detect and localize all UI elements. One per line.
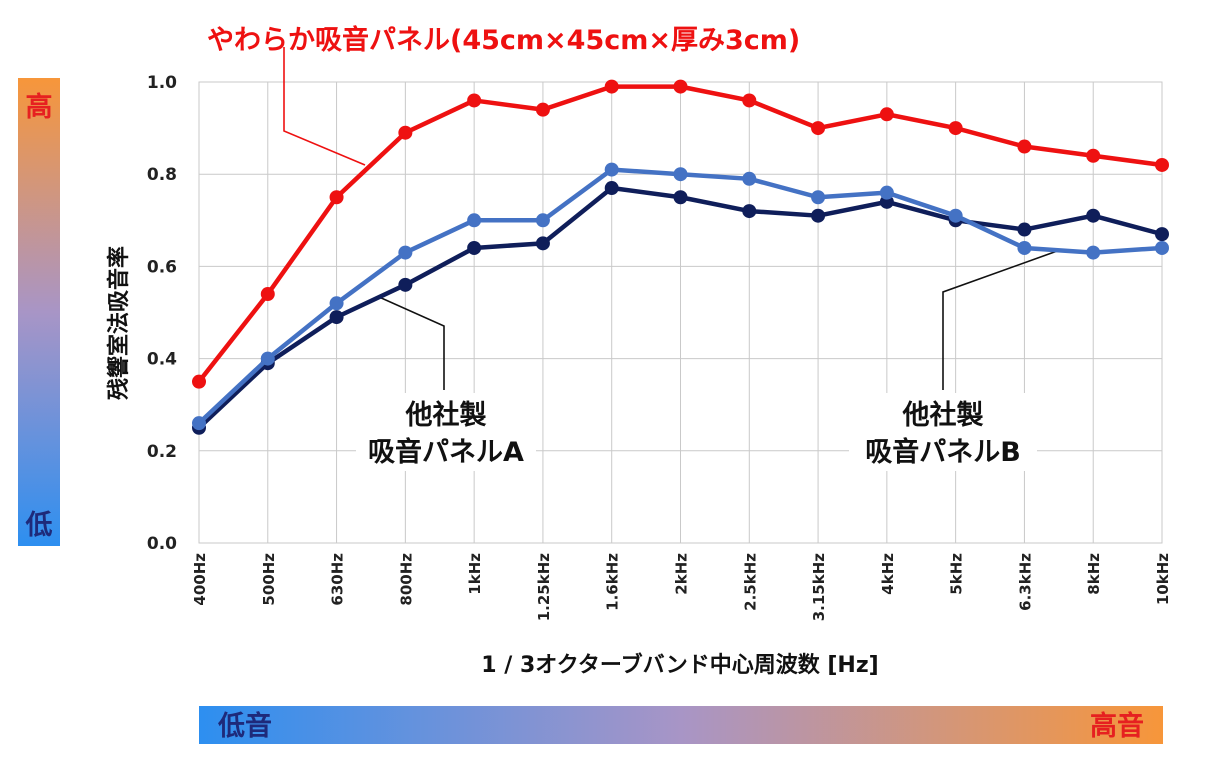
vertical-scale-bar — [18, 78, 60, 546]
data-point — [604, 79, 619, 94]
data-point — [192, 416, 206, 431]
horizontal-scale-low-label: 低音 — [217, 710, 272, 742]
title-leader-line — [283, 47, 366, 166]
data-point — [742, 204, 757, 219]
horizontal-scale-high-label: 高音 — [1090, 710, 1144, 742]
chart-title: やわらか吸音パネル(45cm×45cm×厚み3cm) — [207, 24, 800, 56]
x-tick-label: 3.15kHz — [810, 553, 828, 622]
callout-b-line1: 他社製 — [902, 399, 984, 431]
data-point — [535, 236, 550, 251]
y-tick-label: 0.0 — [147, 534, 177, 554]
plot-grid: 0.0 0.2 0.4 0.6 0.8 1.0 400Hz 500Hz 630Hz 800Hz 1k… — [147, 73, 1172, 621]
data-point — [1155, 227, 1169, 242]
data-point — [1155, 240, 1169, 255]
data-point — [673, 190, 688, 205]
y-tick-label: 0.6 — [147, 257, 177, 277]
data-point — [1155, 157, 1169, 172]
data-point — [742, 171, 757, 186]
data-point — [604, 162, 619, 177]
callout-b-line2: 吸音パネルB — [865, 436, 1021, 468]
data-point — [467, 93, 482, 108]
x-tick-label: 4kHz — [879, 553, 897, 595]
data-point — [879, 185, 894, 200]
x-tick-label: 10kHz — [1154, 553, 1172, 605]
data-point — [1017, 139, 1032, 154]
data-point — [329, 296, 344, 311]
callout-b-background — [849, 393, 1037, 471]
x-tick-label: 2.5kHz — [741, 553, 759, 611]
y-axis-title: 残響室法吸音率 — [106, 246, 132, 400]
data-point — [1017, 222, 1032, 237]
data-point — [398, 245, 413, 260]
leader-lines — [283, 47, 1061, 390]
x-tick-label: 5kHz — [948, 553, 966, 595]
x-tick-label: 630Hz — [329, 553, 347, 606]
data-point — [948, 208, 963, 223]
x-tick-label: 2kHz — [673, 553, 691, 595]
data-point — [398, 125, 413, 140]
panel-b-leader-line — [942, 249, 1061, 390]
series-0 — [192, 79, 1169, 389]
x-tick-label: 6.3kHz — [1016, 553, 1034, 611]
vertical-scale-low-label: 低 — [25, 510, 53, 541]
x-tick-label: 8kHz — [1085, 553, 1103, 595]
data-point — [260, 351, 275, 366]
data-point — [1017, 240, 1032, 255]
data-point — [948, 121, 963, 136]
data-point — [260, 287, 275, 302]
callout-a-background — [356, 393, 536, 471]
data-point — [673, 167, 688, 182]
data-point — [1086, 208, 1101, 223]
x-tick-label: 1.25kHz — [535, 553, 553, 622]
vertical-scale-high-label: 高 — [26, 91, 53, 123]
x-axis-title: 1 / 3オクターブバンド中心周波数 [Hz] — [481, 652, 878, 678]
data-point — [535, 102, 550, 117]
x-tick-label: 1.6kHz — [604, 553, 622, 611]
data-point — [811, 190, 826, 205]
x-tick-label: 500Hz — [260, 553, 278, 606]
y-tick-label: 0.4 — [147, 350, 177, 370]
y-tick-label: 0.8 — [147, 165, 177, 185]
series-layer — [192, 79, 1169, 435]
data-point — [811, 208, 826, 223]
data-point — [329, 310, 344, 325]
data-point — [1086, 148, 1101, 163]
x-tick-label: 800Hz — [397, 553, 415, 606]
series-2 — [192, 162, 1169, 431]
data-point — [1086, 245, 1101, 260]
panel-a-leader-line — [378, 296, 445, 390]
y-tick-label: 0.2 — [147, 442, 177, 462]
y-tick-label: 1.0 — [147, 73, 177, 93]
x-tick-label: 1kHz — [466, 553, 484, 595]
data-point — [879, 107, 894, 122]
data-point — [535, 213, 550, 228]
x-tick-label: 400Hz — [191, 553, 209, 606]
data-point — [604, 181, 619, 196]
data-point — [467, 213, 482, 228]
data-point — [673, 79, 688, 94]
data-point — [192, 374, 206, 389]
data-point — [329, 190, 344, 205]
data-point — [811, 121, 826, 136]
callout-a-line2: 吸音パネルA — [368, 436, 524, 468]
data-point — [742, 93, 757, 108]
horizontal-scale-bar — [199, 706, 1163, 744]
data-point — [398, 277, 413, 292]
callout-a-line1: 他社製 — [405, 399, 487, 431]
data-point — [467, 240, 482, 255]
